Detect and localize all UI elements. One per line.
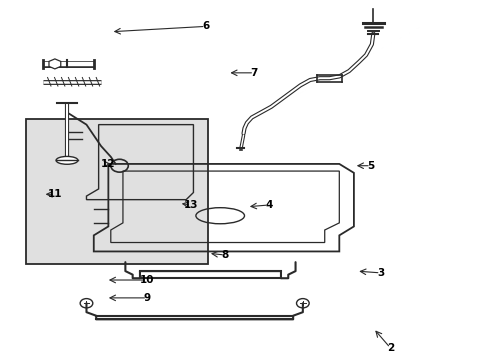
Text: 10: 10 xyxy=(140,275,154,285)
Text: 2: 2 xyxy=(386,343,393,353)
Text: 12: 12 xyxy=(101,159,115,169)
Bar xyxy=(26,119,207,264)
Text: 9: 9 xyxy=(143,293,150,303)
Ellipse shape xyxy=(56,157,78,164)
Text: 13: 13 xyxy=(183,200,198,210)
Text: 11: 11 xyxy=(47,189,62,199)
Text: 8: 8 xyxy=(221,250,228,260)
Text: 7: 7 xyxy=(250,68,257,78)
Text: 3: 3 xyxy=(376,268,384,278)
Text: 5: 5 xyxy=(366,161,374,171)
Text: 4: 4 xyxy=(264,200,272,210)
Polygon shape xyxy=(49,59,61,69)
Text: 6: 6 xyxy=(202,21,209,31)
